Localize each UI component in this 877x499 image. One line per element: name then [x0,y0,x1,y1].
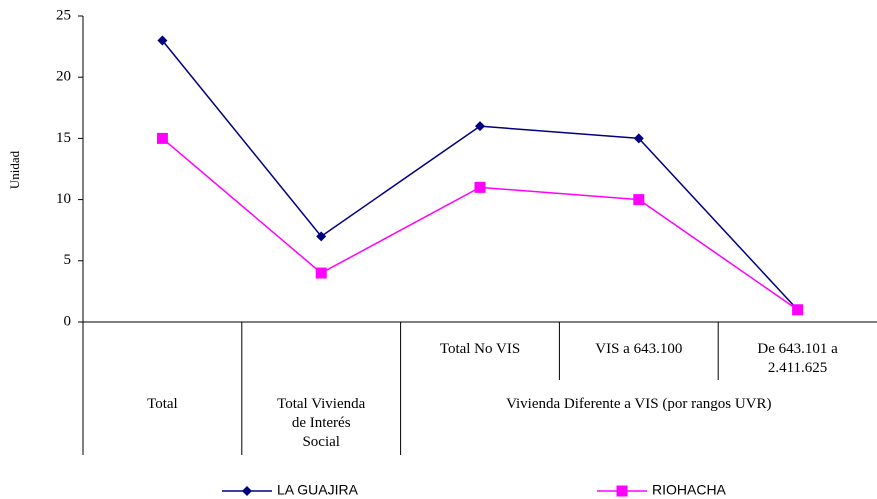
y-tick-label: 25 [56,7,71,23]
category-label: Total Vivienda de Interés Social [277,396,366,450]
marker [633,194,645,206]
category-label: Total [147,396,178,412]
legend-label: RIOHACHA [652,482,727,498]
y-tick-label: 15 [56,130,71,146]
marker [475,121,485,132]
y-tick-label: 20 [56,69,71,85]
marker [242,486,252,496]
category-label: De 643.101 a 2.411.625 [757,341,838,376]
marker [315,267,327,279]
category-label: VIS a 643.100 [595,341,682,357]
series-line [161,137,799,311]
marker [616,485,628,497]
category-label: Vivienda Diferente a VIS (por rangos UVR… [506,396,771,412]
marker [157,35,168,46]
y-axis-label: Unidad [7,150,22,189]
series-line [161,40,799,311]
legend-label: LA GUAJIRA [277,482,359,498]
y-tick-label: 0 [64,313,72,329]
marker [792,304,804,316]
category-label: Total No VIS [440,341,520,357]
marker [316,231,327,242]
marker [156,132,168,144]
y-tick-label: 5 [64,252,72,268]
marker [633,133,644,144]
marker [474,181,486,193]
y-tick-label: 10 [56,191,71,207]
